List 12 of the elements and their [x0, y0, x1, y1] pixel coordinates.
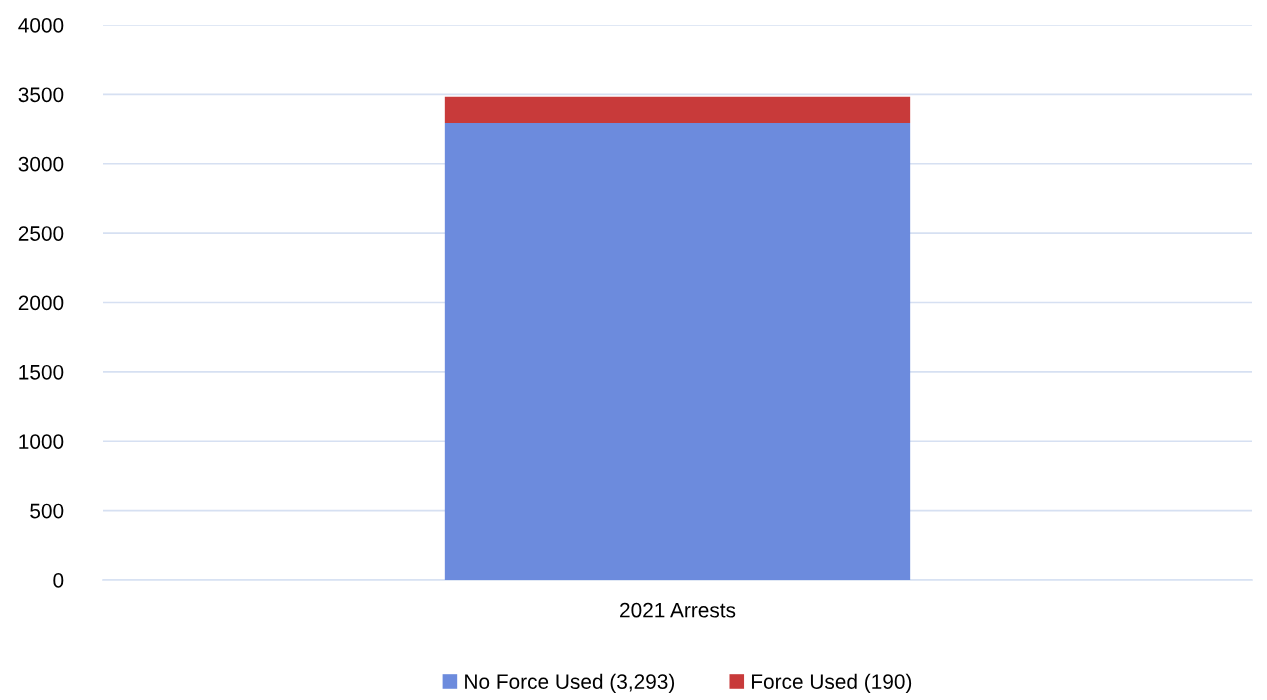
- y-tick-label: 0: [53, 573, 64, 588]
- y-tick-label: 2500: [18, 226, 64, 241]
- y-tick-label: 4000: [18, 18, 64, 33]
- y-tick-label: 2000: [18, 295, 64, 311]
- x-tick-label: 2021 Arrests: [620, 602, 736, 618]
- y-tick-label: 1000: [19, 434, 64, 449]
- y-tick-label: 3500: [18, 87, 64, 103]
- legend-label: No Force Used (3,293): [465, 673, 675, 694]
- legend-label: Force Used (190): [752, 673, 912, 694]
- y-tick-label: 1500: [19, 364, 64, 380]
- y-tick-label: 3000: [18, 156, 64, 172]
- y-tick-label: 500: [30, 503, 64, 519]
